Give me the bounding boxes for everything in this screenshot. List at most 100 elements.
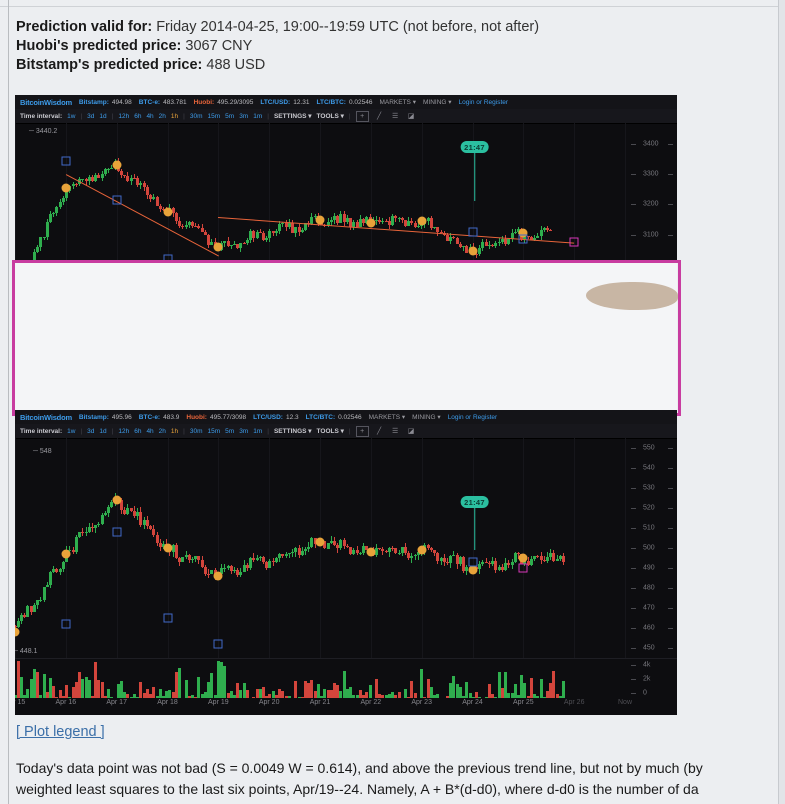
bitcoinwisdom-logo[interactable]: BitcoinWisdom <box>20 412 72 422</box>
trendline-icon[interactable]: ╱ <box>377 427 382 435</box>
ticker-ltcbtc[interactable]: LTC/BTC: 0.02546 <box>316 99 372 106</box>
candle-body <box>207 573 211 575</box>
plot-legend-link[interactable]: [ Plot legend ] <box>16 724 105 740</box>
candle-body <box>352 221 356 228</box>
interval-2h[interactable]: 2h <box>158 112 166 120</box>
menu-mining[interactable]: MINING ▾ <box>422 99 452 106</box>
ticker-btce[interactable]: BTC-e: 483.9 <box>139 414 180 421</box>
volume-bar <box>539 679 543 699</box>
ticker-huobi[interactable]: Huobi: 495.77/3098 <box>186 414 246 421</box>
toolbar-divider: | <box>348 112 351 120</box>
ticker-ltcusd[interactable]: LTC/USD: 12.3 <box>253 414 299 421</box>
interval-3d[interactable]: 3d <box>87 112 95 120</box>
interval-3m[interactable]: 3m <box>239 427 249 435</box>
candle-body <box>555 559 559 561</box>
chart-bottom-volume-area[interactable]: 4k 2k 0 <box>15 658 677 699</box>
hline-icon[interactable]: ☰ <box>391 112 399 120</box>
interval-1h[interactable]: 1h <box>170 112 179 120</box>
menu-mining[interactable]: MINING ▾ <box>412 414 441 421</box>
candle-body <box>239 572 243 575</box>
ticker-huobi[interactable]: Huobi: 495.29/3095 <box>194 99 254 106</box>
interval-2h[interactable]: 2h <box>158 427 166 435</box>
ticker-bitstamp[interactable]: Bitstamp: 494.98 <box>79 99 132 106</box>
interval-5m[interactable]: 5m <box>225 112 235 120</box>
volume-bar <box>15 695 17 699</box>
ticker-ltcbtc[interactable]: LTC/BTC: 0.02546 <box>306 414 362 421</box>
interval-1m[interactable]: 1m <box>253 427 263 435</box>
interval-12h[interactable]: 12h <box>118 112 130 120</box>
add-icon[interactable]: + <box>355 110 369 122</box>
settings-menu[interactable]: SETTINGS ▾ <box>273 113 312 120</box>
candle-wick <box>427 217 429 225</box>
candle-body <box>442 557 446 563</box>
candle-body <box>497 566 501 571</box>
volume-bar <box>165 691 169 699</box>
ticker-ltcusd[interactable]: LTC/USD: 12.31 <box>260 99 309 106</box>
toolbar-divider: | <box>80 427 83 435</box>
candle-body <box>68 549 72 551</box>
interval-12h[interactable]: 12h <box>118 427 130 435</box>
add-icon[interactable]: + <box>355 425 369 437</box>
candle-body <box>558 556 562 560</box>
candle-body <box>294 547 298 553</box>
ticker-bitstamp[interactable]: Bitstamp: 495.96 <box>79 414 132 421</box>
interval-3m[interactable]: 3m <box>239 112 249 120</box>
y-tick <box>668 528 673 529</box>
interval-30m[interactable]: 30m <box>189 427 203 435</box>
candle-wick <box>421 223 423 230</box>
interval-6h[interactable]: 6h <box>134 112 142 120</box>
volume-bar <box>16 661 20 699</box>
interval-15m[interactable]: 15m <box>207 427 221 435</box>
trendline-icon[interactable]: ╱ <box>377 112 382 120</box>
volume-bar <box>384 695 388 699</box>
candle-wick <box>543 555 545 563</box>
y-tick-label: 520 <box>643 504 655 512</box>
interval-1h[interactable]: 1h <box>170 427 179 435</box>
chart-bitstamp-usd[interactable]: BitcoinWisdom Bitstamp: 495.96 BTC-e: 48… <box>15 410 677 715</box>
interval-1m[interactable]: 1m <box>253 112 263 120</box>
interval-6h[interactable]: 6h <box>134 427 142 435</box>
interval-1w[interactable]: 1w <box>67 427 76 435</box>
y-tick <box>631 628 636 629</box>
interval-3d[interactable]: 3d <box>87 427 95 435</box>
y-tick <box>668 588 673 589</box>
chart-bottom-plot-area[interactable]: 550 540 530 520 510 500 490 480 470 460 450 21:47 ─ … <box>15 438 677 658</box>
menu-markets[interactable]: MARKETS ▾ <box>368 414 406 421</box>
candle-body <box>181 557 185 562</box>
candle-wick <box>46 581 48 588</box>
v-gridline <box>421 123 423 310</box>
interval-1d[interactable]: 1d <box>99 112 107 120</box>
bitcoinwisdom-logo[interactable]: BitcoinWisdom <box>20 97 72 107</box>
candle-body <box>61 197 65 203</box>
hline-icon[interactable]: ☰ <box>391 427 399 435</box>
toolbar-divider: | <box>267 112 269 120</box>
login-register-link[interactable]: Login or Register <box>458 98 509 106</box>
login-register-link[interactable]: Login or Register <box>447 413 498 421</box>
candle-body <box>142 519 146 525</box>
candle-body <box>310 538 314 547</box>
interval-15m[interactable]: 15m <box>207 112 221 120</box>
fib-icon[interactable]: ◪ <box>407 112 415 120</box>
chart-top-plot-area[interactable]: 34003300320031003000290021:47─ 3440.2 <box>15 123 677 310</box>
candle-body <box>242 242 246 244</box>
menu-markets[interactable]: MARKETS ▾ <box>379 99 416 106</box>
settings-menu[interactable]: SETTINGS ▾ <box>273 428 312 435</box>
ticker-btce[interactable]: BTC-e: 483.781 <box>139 99 187 106</box>
interval-1w[interactable]: 1w <box>67 112 76 120</box>
interval-4h[interactable]: 4h <box>146 427 154 435</box>
tools-menu[interactable]: TOOLS ▾ <box>316 113 344 120</box>
interval-5m[interactable]: 5m <box>225 427 235 435</box>
interval-1d[interactable]: 1d <box>99 427 107 435</box>
interval-4h[interactable]: 4h <box>146 112 154 120</box>
v-gridline <box>523 438 525 658</box>
candle-body <box>281 554 285 557</box>
candle-wick <box>288 553 290 559</box>
candle-body <box>171 545 175 553</box>
chart-bottom-x-axis: Apr 15 Apr 16 Apr 17 Apr 18 Apr 19 Apr 20 Apr … <box>15 698 677 712</box>
fib-icon[interactable]: ◪ <box>407 427 415 435</box>
tools-menu[interactable]: TOOLS ▾ <box>316 428 344 435</box>
candle-body <box>536 556 540 558</box>
candle-body <box>120 500 123 511</box>
window-scrollbar[interactable] <box>778 0 785 804</box>
interval-30m[interactable]: 30m <box>189 112 203 120</box>
